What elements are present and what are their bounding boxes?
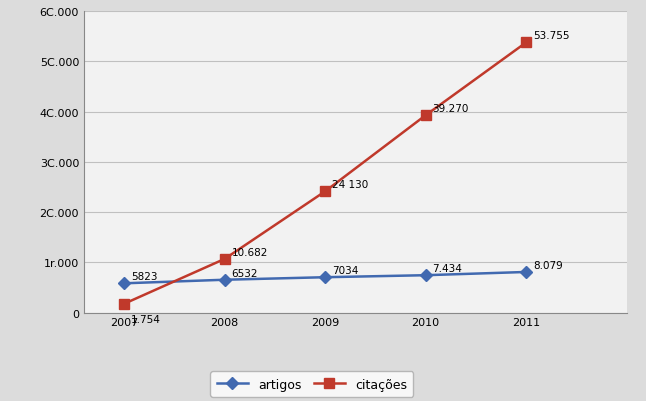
citações [522, 41, 530, 46]
artigos [422, 273, 430, 278]
Text: 5823: 5823 [131, 271, 158, 282]
citações [221, 257, 229, 261]
Text: 53.755: 53.755 [533, 31, 570, 41]
Text: 7034: 7034 [332, 265, 359, 275]
artigos [522, 270, 530, 275]
citações [321, 189, 329, 194]
citações [120, 302, 128, 306]
Text: 39.270: 39.270 [433, 104, 469, 114]
Text: 6532: 6532 [232, 268, 258, 278]
Line: artigos: artigos [120, 268, 530, 288]
artigos [120, 281, 128, 286]
Text: 24 130: 24 130 [332, 180, 368, 190]
Line: citações: citações [120, 38, 531, 309]
artigos [321, 275, 329, 280]
citações [422, 113, 430, 118]
Text: 10.682: 10.682 [232, 247, 268, 257]
Legend: artigos, citações: artigos, citações [211, 371, 413, 397]
artigos [221, 277, 229, 282]
Text: 1.754: 1.754 [131, 314, 161, 324]
Text: 8.079: 8.079 [533, 260, 563, 270]
Text: 7.434: 7.434 [433, 263, 463, 273]
